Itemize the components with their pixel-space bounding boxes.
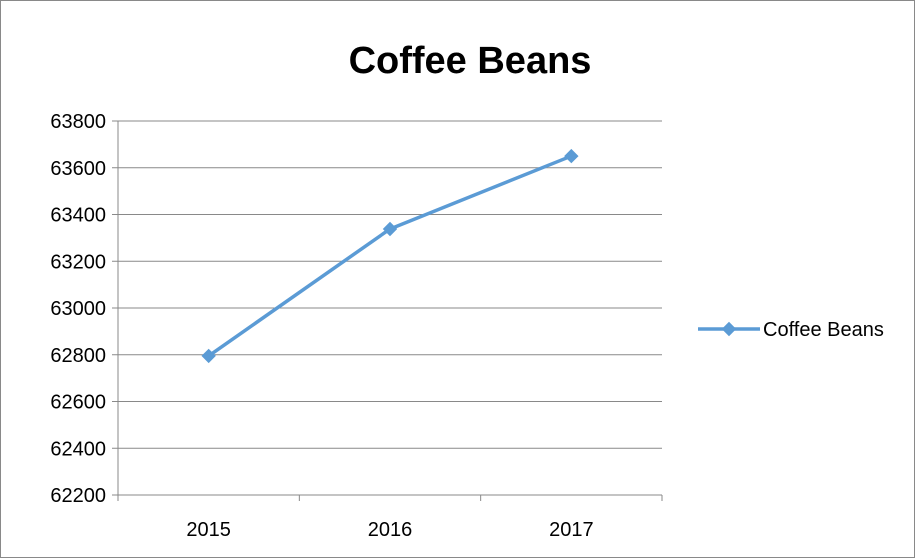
data-point xyxy=(382,221,398,237)
legend-label: Coffee Beans xyxy=(763,319,884,341)
x-tick-label: 2015 xyxy=(186,519,231,541)
legend: Coffee Beans xyxy=(698,319,884,341)
y-tick-label: 63400 xyxy=(50,205,106,227)
series-line xyxy=(207,154,572,358)
tick-labels: 62200 62400 62600 62800 63000 63200 63400 63600… xyxy=(50,111,593,541)
y-tick-label: 63200 xyxy=(50,251,106,273)
data-point xyxy=(201,348,216,364)
y-tick-label: 62200 xyxy=(50,485,106,507)
series-group xyxy=(201,148,579,364)
chart-title: Coffee Beans xyxy=(349,40,592,82)
y-tick-label: 62400 xyxy=(50,438,106,460)
data-point xyxy=(564,148,579,164)
x-tick-label: 2016 xyxy=(368,519,413,541)
axes xyxy=(112,120,663,501)
y-tick-label: 63000 xyxy=(50,298,106,320)
y-tick-label: 63600 xyxy=(50,158,106,180)
gridlines xyxy=(118,120,662,449)
y-tick-label: 63800 xyxy=(50,111,106,133)
y-tick-label: 62600 xyxy=(50,392,106,414)
legend-marker xyxy=(721,321,737,337)
x-tick-label: 2017 xyxy=(549,519,594,541)
y-tick-label: 62800 xyxy=(50,345,106,367)
